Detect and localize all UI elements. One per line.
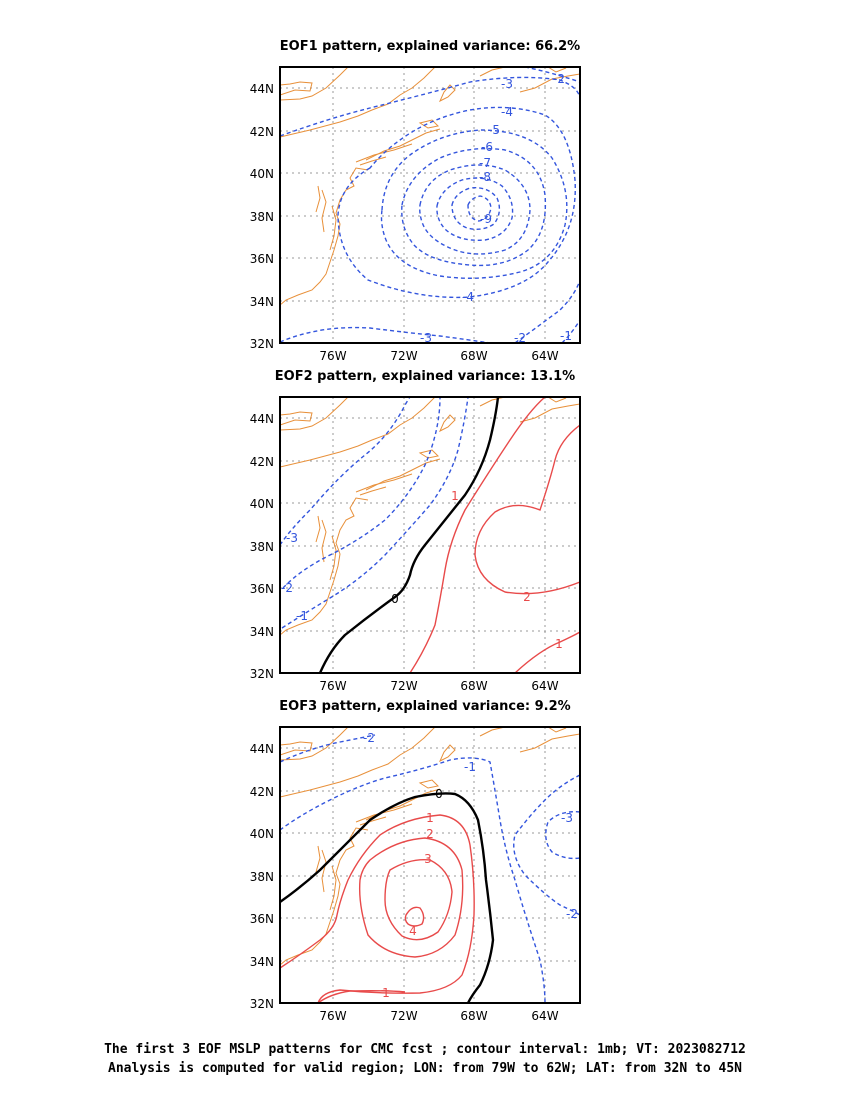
contour-labels: -2 -1 0 1 2 3 4 1 -3 -2 (363, 731, 578, 1000)
contour-label: -9 (480, 212, 492, 226)
contour-label: -2 (553, 72, 565, 86)
panel-title: EOF3 pattern, explained variance: 9.2% (279, 699, 570, 714)
grid-lines (280, 397, 580, 673)
grid-lines (280, 727, 580, 1003)
lat-ticks: 44N 42N 40N 38N 36N 34N 32N (250, 742, 274, 1011)
lat-tick-label: 38N (250, 540, 274, 554)
contour-label: -5 (488, 123, 500, 137)
contour-label: 4 (409, 924, 417, 938)
lon-tick-label: 72W (390, 1009, 417, 1023)
lon-ticks: 76W 72W 68W 64W (319, 349, 558, 363)
caption-line-2: Analysis is computed for valid region; L… (108, 1061, 742, 1076)
contour-label: 1 (382, 986, 390, 1000)
contour-label: 1 (426, 811, 434, 825)
lat-tick-label: 36N (250, 912, 274, 926)
lat-tick-label: 36N (250, 582, 274, 596)
lat-tick-label: 34N (250, 295, 274, 309)
lon-tick-label: 64W (531, 349, 558, 363)
plot-frame (279, 66, 581, 344)
lon-tick-label: 68W (460, 349, 487, 363)
lon-tick-label: 76W (319, 349, 346, 363)
lat-tick-label: 34N (250, 625, 274, 639)
lat-tick-label: 44N (250, 742, 274, 756)
lat-tick-label: 40N (250, 497, 274, 511)
lon-tick-label: 68W (460, 1009, 487, 1023)
lat-tick-label: 34N (250, 955, 274, 969)
panel-eof3: EOF3 pattern, explained variance: 9.2% (250, 699, 581, 1023)
lat-tick-label: 44N (250, 412, 274, 426)
map-plot-area: -3 -2 -1 0 1 2 1 (280, 397, 580, 673)
map-plot-area: -2 -3 -4 -5 -6 -7 -8 -9 -4 -3 -2 -1 (280, 67, 580, 345)
contour-zero (280, 792, 495, 1003)
lat-tick-label: 36N (250, 252, 274, 266)
contours-positive (409, 397, 580, 673)
contour-label: -2 (281, 581, 293, 595)
contour-label: -3 (501, 77, 513, 91)
lon-tick-label: 68W (460, 679, 487, 693)
contour-label: -3 (420, 331, 432, 345)
contour-label: 3 (424, 852, 432, 866)
contour-label: 0 (435, 787, 443, 801)
contour-labels: -3 -2 -1 0 1 2 1 (281, 489, 563, 651)
coastline (280, 727, 580, 966)
lat-tick-label: 32N (250, 997, 274, 1011)
lat-tick-label: 32N (250, 667, 274, 681)
contours-negative (280, 734, 580, 1003)
lat-tick-label: 32N (250, 337, 274, 351)
map-plot-area: -2 -1 0 1 2 3 4 1 -3 -2 (280, 727, 580, 1003)
contour-label: -3 (286, 531, 298, 545)
contour-labels: -2 -3 -4 -5 -6 -7 -8 -9 -4 -3 -2 -1 (420, 72, 572, 345)
contour-label: 0 (391, 592, 399, 606)
contour-label: -3 (561, 811, 573, 825)
panel-title: EOF1 pattern, explained variance: 66.2% (280, 39, 580, 54)
lon-ticks: 76W 72W 68W 64W (319, 679, 558, 693)
contour-label: 1 (451, 489, 459, 503)
lon-tick-label: 72W (390, 679, 417, 693)
contour-label: -2 (363, 731, 375, 745)
panel-eof1: EOF1 pattern, explained variance: 66.2% (250, 39, 581, 363)
lon-tick-label: 64W (531, 1009, 558, 1023)
contour-label: -6 (481, 140, 493, 154)
lat-ticks: 44N 42N 40N 38N 36N 34N 32N (250, 82, 274, 351)
contour-label: -8 (479, 170, 491, 184)
contour-label: -7 (479, 156, 491, 170)
lat-tick-label: 42N (250, 455, 274, 469)
lat-tick-label: 44N (250, 82, 274, 96)
contours-positive (280, 814, 475, 1003)
contour-label: -1 (464, 760, 476, 774)
lat-tick-label: 42N (250, 785, 274, 799)
lon-tick-label: 76W (319, 1009, 346, 1023)
panel-title: EOF2 pattern, explained variance: 13.1% (275, 369, 575, 384)
lat-tick-label: 38N (250, 210, 274, 224)
lon-ticks: 76W 72W 68W 64W (319, 1009, 558, 1023)
contour-label: -1 (296, 609, 308, 623)
caption-line-1: The first 3 EOF MSLP patterns for CMC fc… (104, 1042, 746, 1057)
lat-tick-label: 40N (250, 827, 274, 841)
lat-tick-label: 38N (250, 870, 274, 884)
contour-label: 1 (555, 637, 563, 651)
contours-negative (280, 67, 580, 343)
lon-tick-label: 76W (319, 679, 346, 693)
contours-negative (280, 397, 469, 629)
contour-label: -2 (514, 331, 526, 345)
lon-tick-label: 64W (531, 679, 558, 693)
plot-frame (279, 726, 581, 1004)
contour-label: -4 (462, 290, 474, 304)
grid-lines (280, 67, 580, 343)
coastline (280, 397, 580, 636)
contour-label: -2 (566, 907, 578, 921)
contour-label: 2 (523, 590, 531, 604)
contour-label: 2 (426, 827, 434, 841)
plot-frame (279, 396, 581, 674)
coastline (280, 67, 580, 306)
lon-tick-label: 72W (390, 349, 417, 363)
lat-ticks: 44N 42N 40N 38N 36N 34N 32N (250, 412, 274, 681)
panel-eof2: EOF2 pattern, explained variance: 13.1% (250, 369, 581, 693)
contour-label: -4 (501, 105, 513, 119)
lat-tick-label: 42N (250, 125, 274, 139)
contour-label: -1 (560, 329, 572, 343)
contour-zero (318, 397, 500, 673)
lat-tick-label: 40N (250, 167, 274, 181)
